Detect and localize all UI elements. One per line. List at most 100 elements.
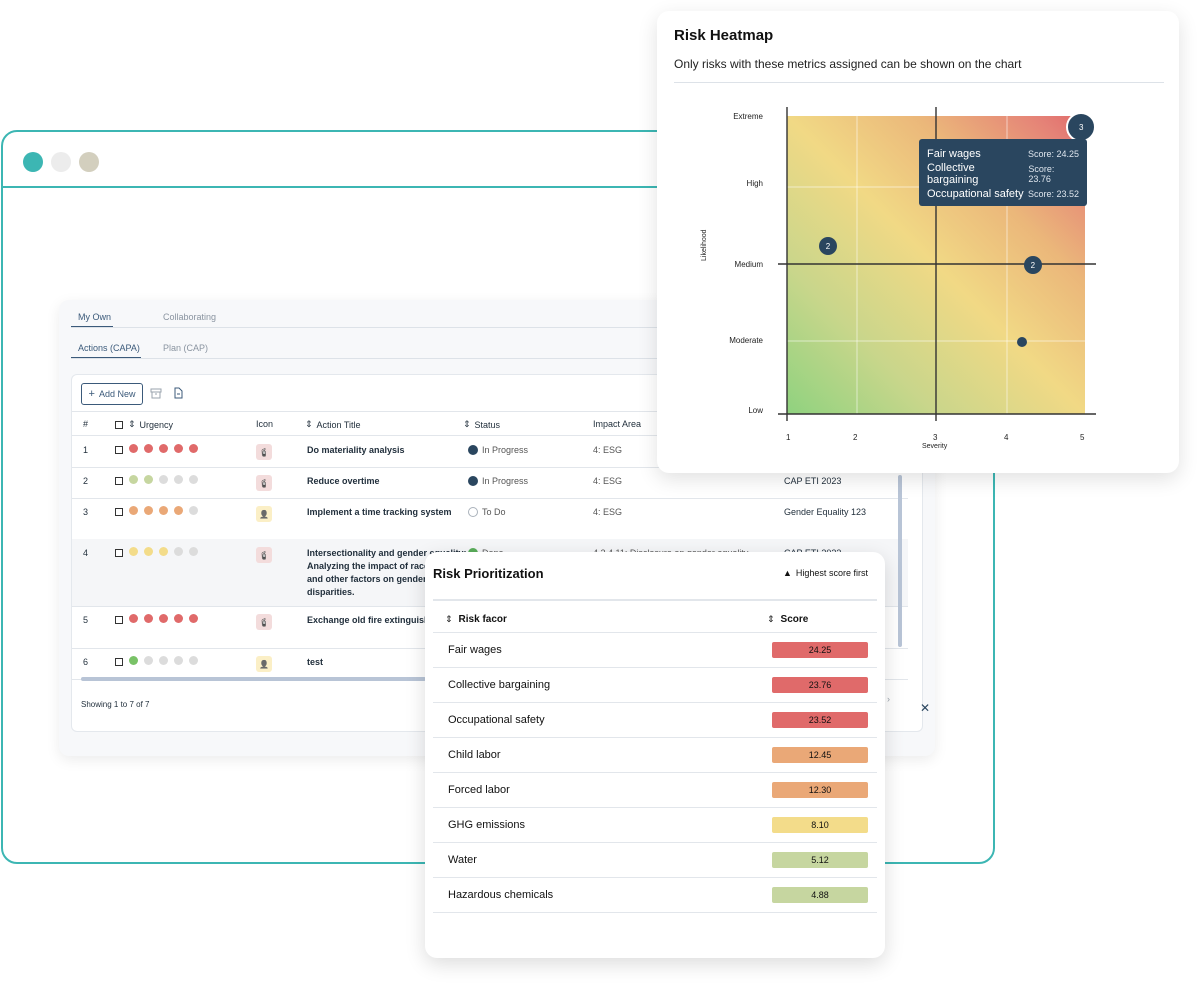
close-icon[interactable]: ✕ (920, 701, 931, 715)
heatmap-tooltip: Fair wages Score: 24.25 Collective barga… (919, 139, 1087, 206)
urgency-dot (159, 506, 168, 515)
risk-factor-name: Child labor (448, 749, 501, 761)
risk-bubble[interactable] (1016, 336, 1027, 347)
sort-label: Highest score first (795, 568, 868, 578)
col-header-status[interactable]: ⇕ Status (463, 419, 501, 430)
plan-name: CAP ETI 2023 (784, 476, 842, 486)
y-axis-label: Likelihood (701, 229, 708, 261)
risk-factor-name: Occupational safety (448, 714, 545, 726)
person-icon: 👤 (256, 506, 272, 522)
prio-row-divider (433, 702, 877, 703)
col-header-urgency[interactable]: ⇕ Urgency (128, 419, 174, 430)
action-title[interactable]: Exchange old fire extinguisher (307, 615, 439, 625)
risk-factor-name: Fair wages (448, 644, 502, 656)
window-dot-minimize[interactable] (51, 152, 71, 172)
row-checkbox[interactable] (115, 508, 123, 516)
heatmap-subtitle: Only risks with these metrics assigned c… (674, 57, 1022, 71)
subtab-actions-capa[interactable]: Actions (CAPA) (78, 343, 140, 353)
window-dot-close[interactable] (23, 152, 43, 172)
pagination-summary: Showing 1 to 7 of 7 (81, 700, 150, 709)
row-checkbox[interactable] (115, 446, 123, 454)
heatmap-title: Risk Heatmap (674, 27, 774, 44)
urgency-dot (144, 614, 153, 623)
col-header-action-title[interactable]: ⇕ Action Title (305, 419, 361, 430)
tab-collaborating[interactable]: Collaborating (163, 312, 217, 322)
horizontal-scrollbar[interactable] (81, 677, 426, 681)
urgency-dot (189, 506, 198, 515)
sort-dropdown[interactable]: ▲ Highest score first (783, 568, 868, 578)
y-tick-label: Low (748, 406, 763, 415)
row-checkbox[interactable] (115, 616, 123, 624)
window-dot-maximize[interactable] (79, 152, 99, 172)
urgency-dot (144, 475, 153, 484)
col-header-score[interactable]: ⇕ Score (767, 614, 809, 625)
subtab-plan-cap[interactable]: Plan (CAP) (163, 343, 209, 353)
risk-bubble[interactable]: 2 (1023, 256, 1042, 274)
prio-row-divider (433, 737, 877, 738)
action-title[interactable]: Reduce overtime (307, 476, 380, 486)
header-bottom-line (72, 435, 908, 436)
sort-icon: ⇕ (445, 614, 453, 624)
add-new-button[interactable]: + Add New (81, 383, 143, 405)
risk-score-badge: 8.10 (772, 817, 868, 833)
prio-row-divider (433, 912, 877, 913)
y-tick-label: Medium (734, 260, 763, 269)
status-indicator (468, 445, 478, 455)
urgency-dot (174, 506, 183, 515)
row-checkbox[interactable] (115, 658, 123, 666)
action-title-line[interactable]: and other factors on gender (307, 574, 427, 584)
tooltip-row: Collective bargaining Score: 23.76 (927, 162, 1055, 186)
next-page-icon[interactable]: › (887, 694, 890, 704)
action-title[interactable]: test (307, 657, 324, 667)
urgency-dot (189, 475, 198, 484)
triangle-up-icon: ▲ (783, 568, 792, 578)
risk-bubble[interactable]: 2 (818, 237, 837, 256)
risk-score-badge: 4.88 (772, 887, 868, 903)
urgency-dot (174, 614, 183, 623)
action-title[interactable]: Implement a time tracking system (307, 507, 452, 517)
row-checkbox[interactable] (115, 477, 123, 485)
row-checkbox[interactable] (115, 549, 123, 557)
risk-score-badge: 5.12 (772, 852, 868, 868)
urgency-dot (129, 547, 138, 556)
impact-area: 4: ESG (593, 507, 623, 517)
select-all-checkbox[interactable] (115, 421, 123, 429)
row-divider (72, 467, 908, 468)
action-title-line[interactable]: Intersectionality and gender equality: (307, 548, 467, 558)
prio-row-divider (433, 842, 877, 843)
risk-factor-name: Forced labor (448, 784, 510, 796)
export-icon[interactable] (172, 387, 184, 399)
row-number: 1 (83, 445, 89, 455)
fire-extinguisher-icon: 🧯 (256, 475, 272, 491)
tooltip-row: Fair wages Score: 24.25 (927, 148, 1079, 160)
tab-my-own[interactable]: My Own (78, 312, 112, 322)
action-title-line[interactable]: Analyzing the impact of race, c (307, 561, 440, 571)
action-title-line[interactable]: disparities. (307, 587, 355, 597)
heatmap-axes (778, 107, 1096, 421)
urgency-dot (189, 656, 198, 665)
y-tick-label: Extreme (733, 112, 763, 121)
prio-divider (433, 599, 877, 601)
urgency-dot (159, 444, 168, 453)
vertical-scrollbar[interactable] (898, 475, 902, 647)
risk-factor-name: Water (448, 854, 477, 866)
subtabs-divider (71, 358, 923, 359)
col-header-risk-factor[interactable]: ⇕ Risk facor (445, 614, 507, 625)
impact-area: 4: ESG (593, 476, 623, 486)
archive-icon[interactable] (150, 387, 162, 399)
urgency-dot (144, 444, 153, 453)
urgency-dot (159, 475, 168, 484)
status-text: In Progress (482, 476, 529, 486)
y-tick-label: High (746, 179, 763, 188)
prio-header-line (433, 632, 877, 633)
add-new-label: Add New (98, 389, 136, 399)
fire-extinguisher-icon: 🧯 (256, 547, 272, 563)
row-number: 3 (83, 507, 89, 517)
person-icon: 👤 (256, 656, 272, 672)
risk-prioritization-card: Risk Prioritization ▲ Highest score firs… (425, 552, 885, 958)
x-tick-label: 4 (1004, 433, 1009, 442)
urgency-dot (174, 444, 183, 453)
action-title[interactable]: Do materiality analysis (307, 445, 405, 455)
plan-name: Gender Equality 123 (784, 507, 867, 517)
prio-row-divider (433, 807, 877, 808)
